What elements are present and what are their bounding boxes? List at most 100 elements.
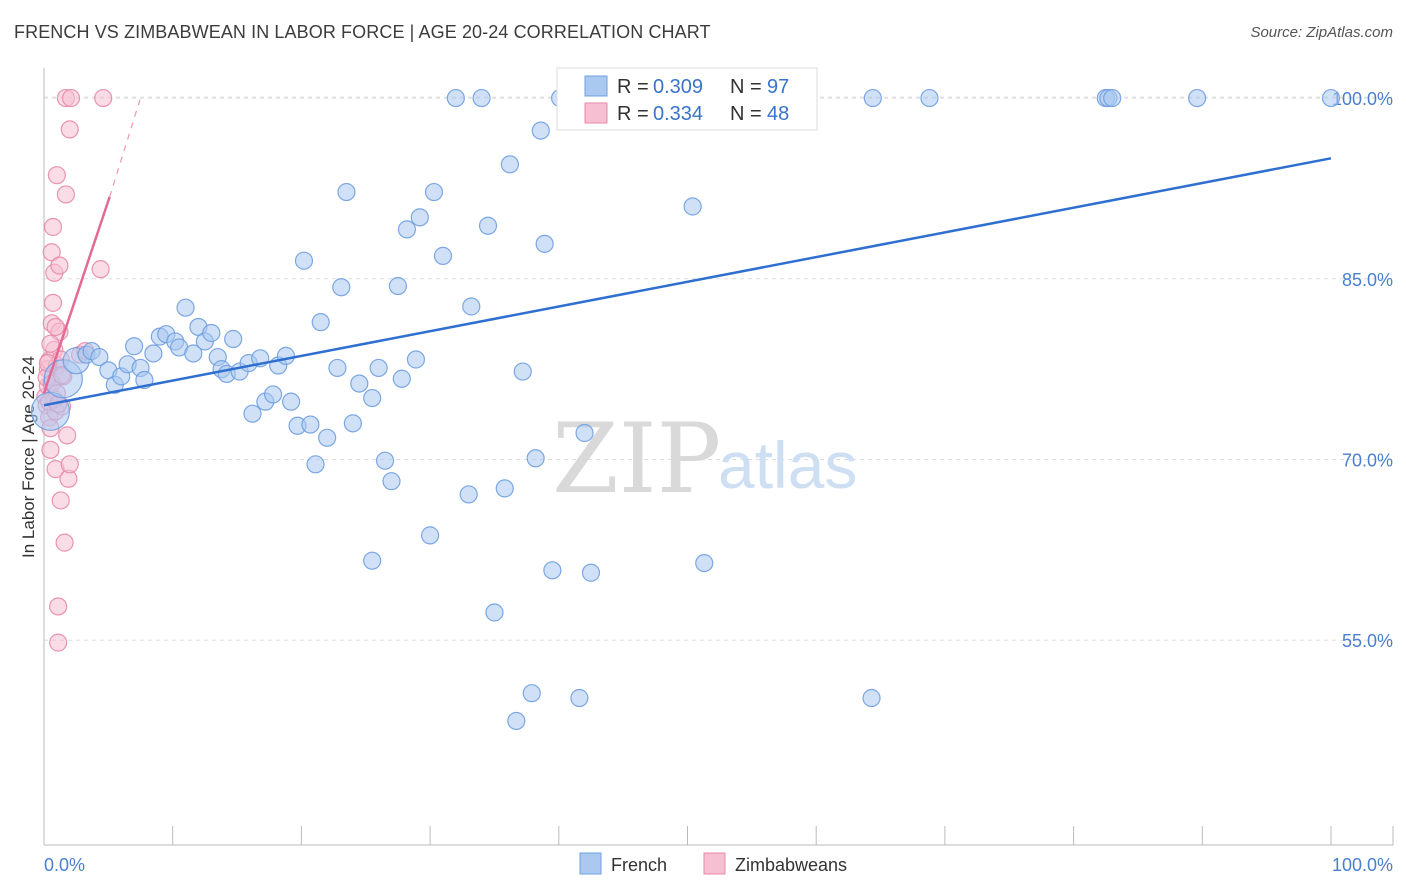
zimbabweans-point	[43, 217, 63, 237]
y-tick-labels: 55.0% 70.0% 85.0% 100.0%	[1332, 89, 1393, 651]
zimbabweans-point	[60, 120, 79, 139]
french-point	[263, 385, 283, 404]
axes	[43, 68, 1393, 846]
french-point	[1188, 88, 1207, 108]
french-point	[472, 88, 491, 108]
legend-zimb-r-label: R =	[617, 103, 649, 125]
french-point	[350, 374, 369, 393]
french-point	[337, 182, 356, 202]
legend-french-n-label: N =	[730, 76, 762, 98]
legend-french-n-value: 97	[767, 76, 789, 98]
zimbabweans-point	[61, 88, 81, 108]
french-point	[375, 451, 395, 470]
watermark-zip: ZIP	[552, 403, 721, 515]
zimbabweans-point	[50, 256, 69, 275]
french-point	[862, 688, 881, 708]
french-point	[363, 388, 382, 408]
y-axis-label: In Labor Force | Age 20-24	[19, 356, 38, 558]
zimbabweans-point	[41, 440, 60, 459]
y-tick-label: 100.0%	[1332, 89, 1393, 109]
x-ticks	[43, 826, 1394, 845]
source-label: Source: ZipAtlas.com	[1250, 24, 1393, 41]
y-tick-label: 55.0%	[1342, 631, 1393, 651]
zimbabweans-point	[43, 293, 63, 312]
zimbabweans-point	[47, 166, 66, 185]
french-point	[1321, 88, 1341, 108]
trend-lines	[42, 97, 1332, 407]
french-point	[581, 563, 601, 582]
zimbabweans-point	[55, 533, 74, 552]
french-point	[485, 603, 504, 622]
zimbabweans-trend-extension	[109, 97, 142, 198]
zimbabweans-point	[94, 88, 113, 108]
french-point	[282, 392, 301, 411]
french-point	[369, 358, 388, 378]
french-point	[363, 551, 382, 570]
watermark: ZIP atlas	[552, 403, 857, 515]
french-point	[332, 278, 351, 297]
french-point	[695, 553, 714, 573]
french-point	[311, 313, 330, 332]
zimbabweans-trend-line	[42, 196, 111, 394]
french-point	[90, 347, 109, 367]
french-point	[513, 362, 532, 381]
french-point	[478, 216, 498, 235]
zimbabweans-point	[51, 491, 70, 510]
french-point	[294, 251, 314, 270]
french-point	[920, 88, 939, 108]
french-point	[276, 346, 296, 365]
french-point	[224, 329, 243, 349]
zimbabweans-point	[91, 260, 110, 279]
french-point	[406, 350, 426, 369]
french-point	[421, 526, 440, 545]
french-trend-line	[43, 157, 1332, 407]
legend-zimb-swatch	[584, 102, 608, 124]
legend-box: R = 0.309 N = 97 R = 0.334 N = 48	[556, 67, 818, 131]
bottom-legend-zimb-label: Zimbabweans	[735, 855, 847, 875]
legend-french-swatch	[584, 75, 608, 97]
french-point	[526, 449, 545, 468]
french-point	[535, 234, 554, 253]
bottom-legend-zimb-swatch	[703, 852, 726, 875]
zimbabweans-point	[49, 597, 68, 616]
french-point	[410, 208, 429, 227]
y-tick-label: 85.0%	[1342, 270, 1393, 290]
french-point	[570, 688, 589, 708]
legend-zimb-n-label: N =	[730, 103, 762, 125]
french-point	[507, 711, 526, 731]
french-point	[392, 369, 411, 388]
french-point	[397, 220, 417, 239]
chart-title: FRENCH VS ZIMBABWEAN IN LABOR FORCE | AG…	[14, 22, 711, 42]
french-point	[388, 276, 408, 296]
french-point	[462, 297, 481, 316]
x-tick-labels: 0.0% 100.0%	[44, 855, 1393, 875]
bottom-legend: French Zimbabweans	[579, 852, 847, 875]
french-point	[1103, 88, 1122, 108]
french-point	[543, 561, 562, 580]
zimbabweans-point	[41, 334, 60, 353]
zimbabweans-point	[58, 426, 77, 445]
french-point	[202, 323, 221, 343]
zimbabweans-point	[56, 185, 75, 204]
zimbabweans-point	[46, 317, 65, 337]
french-point	[575, 423, 594, 443]
french-point	[459, 485, 478, 504]
french-point	[144, 344, 163, 363]
bottom-legend-french-label: French	[611, 855, 667, 875]
french-point	[433, 246, 453, 265]
french-point	[382, 472, 401, 491]
french-point	[863, 88, 882, 108]
french-point	[243, 404, 262, 423]
x-tick-label: 0.0%	[44, 855, 85, 875]
french-point	[446, 88, 465, 108]
zimbabweans-point	[49, 633, 68, 652]
zimbabweans-point	[60, 455, 79, 474]
legend-french-r-value: 0.309	[653, 76, 703, 98]
french-point	[124, 337, 144, 356]
french-point	[343, 414, 362, 433]
french-point	[184, 344, 203, 363]
legend-zimb-n-value: 48	[767, 103, 789, 125]
french-point	[424, 182, 444, 202]
french-point	[318, 428, 337, 447]
legend-french-r-label: R =	[617, 76, 649, 98]
